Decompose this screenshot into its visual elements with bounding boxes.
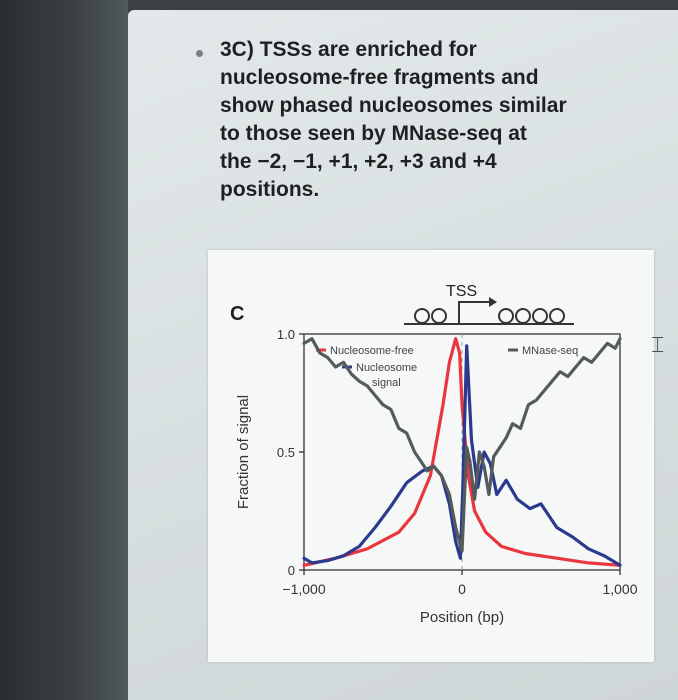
y-tick-label: 0.5 [277, 445, 295, 460]
series-line-mnase-seq [302, 337, 622, 553]
tss-arrow-head [489, 297, 497, 307]
y-tick-label: 1.0 [277, 327, 295, 342]
nucleosome-icon [549, 308, 565, 324]
legend-label-mnase: MNase-seq [522, 345, 578, 357]
nucleosome-icon [414, 308, 430, 324]
figure-panel: C TSS Nucleosome-free Nucleosome signal … [208, 250, 654, 662]
tss-arrow [458, 301, 489, 324]
line-chart: C TSS Nucleosome-free Nucleosome signal … [230, 283, 638, 626]
nucleosome-markers [414, 308, 565, 324]
slide-caption: 3C) TSSs are enriched for nucleosome-fre… [220, 38, 567, 201]
series-lines [302, 337, 622, 567]
legend-label-nucleosome-signal-line2: signal [372, 377, 401, 389]
x-tick-label: 0 [458, 581, 466, 597]
series-line-nucleosome-free [302, 337, 622, 567]
legend: Nucleosome-free Nucleosome signal MNase-… [316, 345, 578, 389]
bullet-point [196, 50, 203, 57]
nucleosome-icon [532, 308, 548, 324]
nucleosome-icon [431, 308, 447, 324]
x-tick-label: −1,000 [282, 581, 325, 597]
monitor-bezel-left [0, 0, 128, 700]
x-tick-label: 1,000 [602, 581, 637, 597]
x-axis-label: Position (bp) [420, 609, 504, 626]
axis-ticks: −1,000 0 1,000 0 0.5 1.0 [277, 327, 638, 597]
series-line-nucleosome-signal [302, 344, 622, 567]
tss-label: TSS [446, 283, 477, 300]
nucleosome-icon [515, 308, 531, 324]
legend-label-nucleosome-free: Nucleosome-free [330, 345, 414, 357]
text-cursor-icon: ⌶ [651, 333, 665, 358]
panel-letter: C [230, 303, 244, 325]
nucleosome-icon [498, 308, 514, 324]
y-axis-label: Fraction of signal [235, 395, 252, 509]
y-tick-label: 0 [288, 563, 295, 578]
legend-label-nucleosome-signal: Nucleosome [356, 362, 417, 374]
